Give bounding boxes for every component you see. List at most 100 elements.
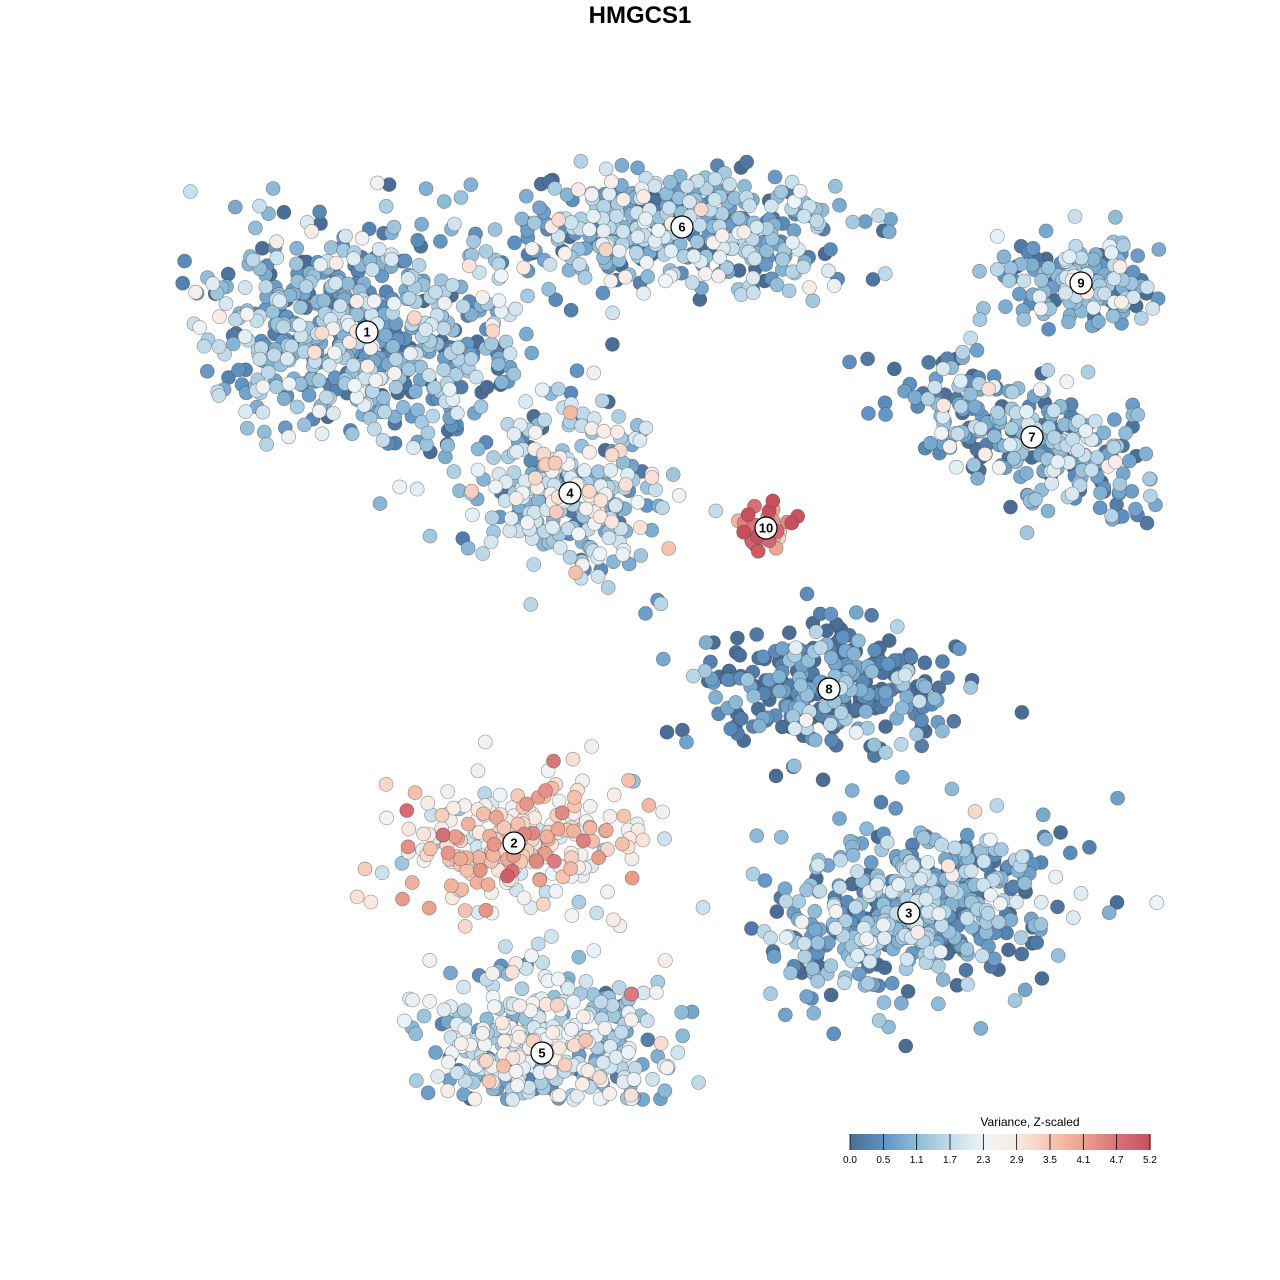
cell-point [733, 287, 749, 303]
cell-point [571, 526, 586, 542]
cell-point [394, 855, 410, 871]
legend-colour-segment [1145, 1134, 1149, 1150]
cell-point [422, 994, 437, 1009]
cell-point [759, 243, 774, 259]
cell-point [1001, 273, 1017, 288]
cell-point [252, 351, 268, 367]
cell-point [1059, 374, 1075, 390]
cell-point [793, 677, 809, 693]
cell-point [563, 215, 579, 230]
cell-point [949, 459, 964, 475]
cluster-label-text: 10 [759, 521, 773, 536]
cell-point [608, 498, 623, 514]
cell-point [1019, 525, 1035, 541]
cell-point [886, 361, 902, 377]
cell-point [595, 393, 610, 409]
cell-point [862, 954, 878, 970]
cell-point [477, 734, 493, 750]
cell-point [823, 650, 839, 665]
cell-point [542, 257, 558, 272]
cell-point [993, 896, 1008, 912]
cell-point [543, 1064, 558, 1080]
cell-point [871, 208, 887, 223]
cell-point [1041, 321, 1056, 337]
cell-point [823, 958, 839, 974]
cell-point [927, 379, 943, 395]
cell-point [478, 902, 494, 918]
cell-point [544, 929, 559, 944]
cell-point [693, 202, 709, 217]
cell-point [436, 194, 452, 209]
cell-point [245, 252, 261, 268]
legend-colour-segment [857, 1134, 861, 1150]
cell-point [175, 275, 190, 291]
cell-point [545, 519, 560, 535]
legend-colour-segment [852, 1134, 856, 1150]
cell-point [864, 607, 879, 623]
cell-point [407, 310, 422, 326]
cell-point [547, 455, 563, 471]
cell-point [548, 504, 564, 520]
cell-point [740, 672, 755, 688]
cluster-label-1: 1 [355, 320, 379, 344]
cell-point [616, 192, 631, 207]
cell-point [534, 382, 550, 398]
cell-point [450, 340, 466, 356]
legend-colour-segment [1025, 1134, 1029, 1150]
cell-point [842, 354, 857, 370]
cell-point [1105, 308, 1121, 324]
cell-point [349, 889, 365, 905]
cell-point [828, 920, 843, 936]
cell-point [645, 1072, 660, 1087]
cell-point [328, 255, 344, 271]
cell-point [443, 965, 458, 981]
legend-colour-segment [1097, 1134, 1101, 1150]
legend-colour-segment [962, 1134, 966, 1150]
cell-point [614, 158, 630, 173]
cell-point [464, 483, 480, 499]
cell-point [347, 378, 362, 393]
cell-point [546, 753, 561, 769]
cell-point [564, 1022, 579, 1037]
cell-point [549, 997, 565, 1013]
cell-point [778, 930, 794, 945]
cell-point [506, 426, 522, 442]
cell-point [633, 548, 649, 563]
cell-point [1124, 484, 1140, 499]
cell-point [682, 194, 697, 210]
legend-colour-segment [892, 1134, 896, 1150]
cell-point [428, 284, 443, 300]
cell-point [630, 494, 646, 510]
cell-point [304, 224, 320, 239]
cell-point [661, 541, 677, 556]
cell-point [946, 713, 962, 729]
legend-colour-segment [1080, 1134, 1084, 1150]
cell-point [877, 266, 893, 281]
cell-point [1014, 705, 1030, 720]
cell-point [467, 1091, 483, 1107]
cell-point [640, 1032, 656, 1048]
cell-point [808, 624, 824, 640]
cell-point [440, 845, 456, 861]
cell-point [494, 374, 510, 390]
cell-point [935, 654, 950, 669]
cell-point [708, 503, 724, 519]
cell-point [851, 633, 866, 649]
cell-point [276, 391, 292, 407]
cell-point [798, 712, 814, 728]
cell-point [527, 215, 542, 231]
cell-point [218, 296, 234, 312]
cell-point [470, 441, 486, 457]
cell-points-layer [175, 154, 1167, 1107]
cell-point [661, 200, 677, 216]
cluster-label-text: 3 [905, 906, 912, 921]
cell-point [565, 751, 581, 767]
cell-point [486, 836, 502, 852]
cell-point [1033, 301, 1049, 317]
legend-colour-segment [1065, 1134, 1069, 1150]
cell-point [917, 679, 933, 695]
cell-point [769, 277, 785, 293]
cell-point [657, 1083, 673, 1099]
cluster-label-text: 8 [825, 682, 832, 697]
cell-point [658, 273, 673, 289]
